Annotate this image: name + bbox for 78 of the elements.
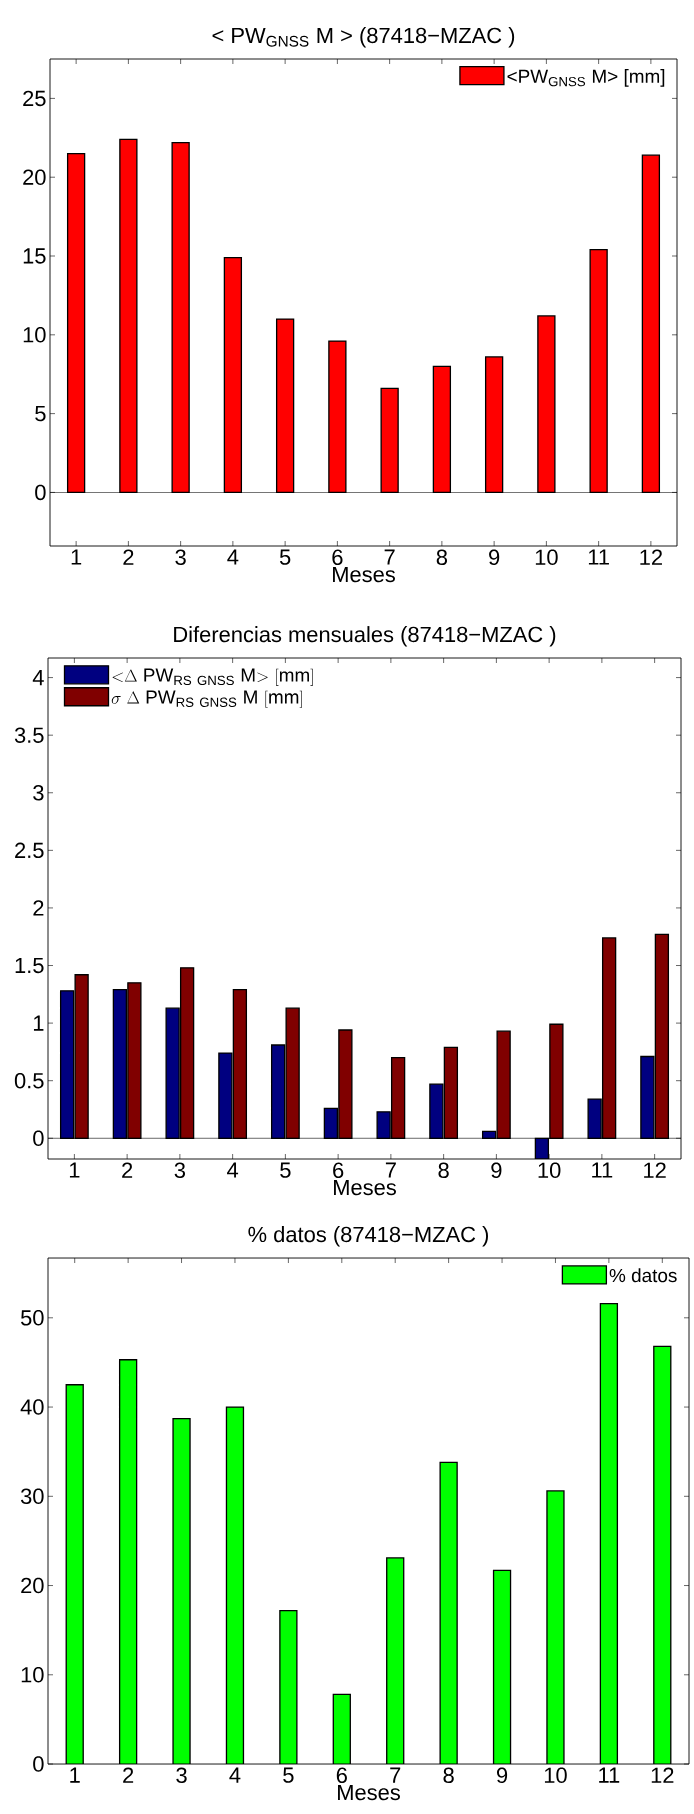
y-tick-label: 20 [23,169,46,185]
y-tick-label: 0 [33,1756,44,1772]
x-tick-label: 6 [336,1767,347,1784]
x-tick-label: 3 [176,1767,187,1784]
x-tick-label: 9 [491,1162,502,1179]
bar [492,1569,512,1765]
legend-label: <PW$_{GNSS}$ M> [mm] [507,69,665,87]
y-tick-label: 15 [23,248,46,264]
y-tick-label: 2 [33,900,44,916]
chart-title: % datos (87418−MZAC ) [248,1226,489,1247]
bar [65,1384,84,1765]
x-tick-label: 10 [538,1162,561,1179]
y-tick-label: 4 [32,670,44,686]
y-tick-label: 50 [20,1310,44,1326]
x-tick-label: 12 [644,1162,666,1178]
x-tick-label: 1 [69,1162,80,1178]
chart-title: Diferencias mensuales (87418−MZAC ) [174,626,556,647]
bar [225,1406,245,1765]
y-tick-label: 0 [35,484,46,501]
bar [599,1302,619,1765]
x-tick-label: 12 [640,549,662,565]
x-tick-label: 7 [385,1162,396,1178]
x-tick-label: 3 [174,1162,186,1179]
x-tick-label: 9 [489,549,500,566]
x-tick-label: 8 [443,1767,454,1784]
y-tick-label: 3.5 [14,727,44,743]
legend-label: $\sigma\ \Delta\ \mathrm{PW}_{\mathrm{RS\ GNSS}}\ \mathrm{M\ [mm]}$ [111,690,302,708]
y-tick-label: 3 [33,784,44,801]
x-tick-label: 3 [175,549,186,566]
x-tick-label: 2 [122,1162,133,1178]
x-tick-label: 7 [384,549,395,565]
y-tick-label: 1.5 [15,957,44,974]
bar [386,1557,405,1765]
y-tick-label: 2.5 [15,842,44,859]
y-tick-label: 0.5 [14,1072,44,1089]
x-tick-label: 4 [227,549,239,565]
x-tick-label: 5 [280,1162,291,1178]
x-tick-label: 9 [496,1767,508,1784]
x-tick-label: 5 [279,549,291,565]
y-tick-label: 5 [35,405,46,422]
y-tick-label: 1 [33,1015,44,1031]
x-tick-label: 8 [438,1162,449,1179]
x-tick-label: 11 [588,549,609,565]
x-tick-label: 11 [592,1162,613,1178]
x-tick-label: 5 [283,1767,294,1783]
x-tick-label: 6 [332,549,343,566]
x-axis-title: Meses [338,1784,400,1801]
bar [653,1345,672,1765]
y-tick-label: 25 [23,90,46,107]
bar [112,989,128,1139]
x-tick-label: 1 [71,549,82,565]
x-tick-label: 2 [123,1767,134,1783]
x-tick-label: 10 [544,1767,567,1784]
x-tick-label: 12 [651,1767,674,1783]
x-tick-label: 2 [123,549,134,565]
chart-title: < PW$_{GNSS}$ M > (87418−MZAC ) [212,27,515,48]
legend-label: $\mathrm{{<}}\Delta\ \mathrm{PW}_{\mathrm{RS\ GNSS}}\ \mathrm{M{>}\ [mm]}$ [112,668,313,686]
x-tick-label: 8 [436,549,448,566]
x-tick-label: 1 [70,1767,80,1783]
y-tick-label: 40 [20,1399,44,1415]
x-axis-title: Meses [334,1179,396,1196]
x-axis-title: Meses [333,566,395,583]
y-tick-label: 10 [21,1667,44,1683]
y-tick-label: 0 [33,1130,44,1147]
x-tick-label: 4 [229,1767,241,1783]
x-tick-label: 7 [390,1767,401,1783]
bar [270,1044,286,1139]
x-tick-label: 6 [333,1162,344,1179]
bar [118,1359,138,1765]
x-tick-label: 11 [599,1767,620,1783]
y-tick-label: 20 [21,1577,44,1594]
x-tick-label: 10 [535,549,558,566]
bar [59,990,75,1139]
y-tick-label: 10 [23,327,46,343]
bar [332,1693,351,1765]
x-tick-label: 4 [227,1162,239,1178]
y-tick-label: 30 [20,1488,44,1505]
legend-label: % datos [609,1268,677,1283]
